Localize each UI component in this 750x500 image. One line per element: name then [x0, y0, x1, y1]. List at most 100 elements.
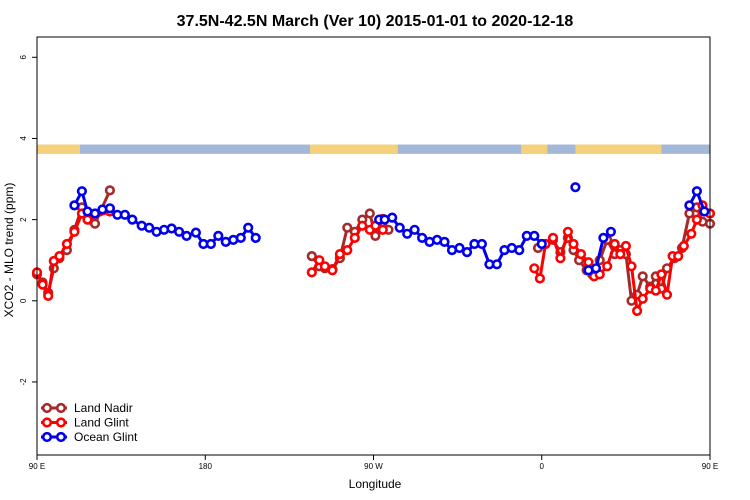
data-point — [306, 251, 317, 262]
data-point — [370, 230, 381, 241]
data-point — [127, 214, 138, 225]
x-tick-label: 180 — [199, 462, 213, 471]
data-point — [314, 255, 325, 266]
data-point — [568, 238, 579, 250]
data-point — [327, 265, 338, 276]
data-point — [349, 232, 360, 243]
data-point — [650, 285, 661, 296]
data-point — [609, 238, 620, 250]
legend-swatch-left-marker — [41, 431, 53, 443]
data-point — [602, 261, 613, 272]
data-point — [529, 230, 540, 241]
data-point — [684, 208, 695, 219]
data-point — [678, 240, 689, 252]
data-point — [394, 222, 405, 233]
legend-swatch-right-marker — [55, 431, 67, 443]
data-point — [213, 230, 224, 241]
data-point — [54, 251, 65, 262]
land-band-segment — [309, 144, 398, 154]
data-point — [243, 222, 254, 233]
data-point — [454, 242, 465, 254]
data-point — [342, 245, 353, 256]
data-point — [570, 182, 581, 193]
data-point — [620, 240, 632, 252]
legend-label: Ocean Glint — [74, 430, 138, 444]
data-point — [235, 232, 246, 243]
data-point — [529, 263, 540, 274]
series-ocean-glint — [69, 182, 710, 276]
data-point — [357, 220, 368, 231]
x-tick-label: 90 E — [29, 462, 45, 471]
data-point — [306, 267, 317, 278]
data-point — [104, 203, 115, 214]
y-tick-label: 2 — [19, 217, 28, 222]
data-point — [144, 222, 155, 233]
chart-title: 37.5N-42.5N March (Ver 10) 2015-01-01 to… — [177, 13, 574, 30]
data-point — [699, 206, 710, 217]
data-point — [364, 208, 375, 219]
y-axis-label: XCO2 - MLO trend (ppm) — [2, 183, 16, 318]
data-point — [547, 232, 559, 243]
data-point — [250, 232, 261, 243]
y-tick-label: 0 — [19, 298, 28, 303]
x-axis-label: Longitude — [349, 477, 402, 491]
series-line — [73, 189, 257, 246]
data-point — [691, 186, 703, 197]
data-point — [89, 218, 101, 229]
legend-swatch-right-marker — [55, 402, 67, 414]
legend-item: Land Glint — [41, 416, 129, 430]
legend-item: Ocean Glint — [41, 430, 138, 444]
legend-item: Land Nadir — [41, 401, 133, 415]
legend-label: Land Nadir — [74, 401, 133, 415]
data-point — [637, 293, 648, 304]
data-point — [631, 305, 643, 317]
data-point — [377, 224, 388, 235]
data-point — [190, 227, 201, 238]
data-point — [439, 236, 450, 247]
data-point — [43, 290, 54, 302]
data-point — [637, 271, 648, 282]
data-point — [684, 200, 695, 211]
data-point — [387, 212, 398, 223]
data-point — [534, 273, 546, 284]
data-point — [61, 238, 73, 250]
x-axis-ticks: 90 E 180 90 W 0 90 E — [29, 455, 718, 471]
data-point — [69, 226, 80, 237]
data-point — [575, 249, 587, 260]
data-point — [656, 269, 667, 280]
data-point — [89, 208, 101, 219]
y-tick-label: -2 — [19, 378, 28, 386]
legend-swatch-right-marker — [55, 417, 67, 428]
x-tick-label: 90 W — [364, 462, 383, 471]
data-point — [334, 249, 346, 260]
data-point — [691, 214, 703, 225]
land-band-segment — [575, 144, 662, 154]
data-point — [686, 228, 697, 239]
data-point — [319, 261, 331, 272]
data-point — [402, 228, 413, 239]
data-point — [562, 226, 574, 237]
data-point — [536, 238, 547, 250]
series-land-glint — [31, 200, 716, 317]
data-point — [626, 261, 637, 272]
data-point — [461, 247, 473, 258]
legend-swatch-left-marker — [41, 417, 53, 428]
data-point — [673, 251, 684, 262]
data-point — [181, 230, 192, 241]
data-point — [119, 209, 130, 220]
legend-label: Land Glint — [74, 416, 129, 430]
data-point — [82, 214, 93, 225]
data-point — [514, 245, 525, 256]
data-point — [590, 263, 602, 274]
data-point — [555, 253, 566, 264]
x-tick-label: 90 E — [702, 462, 718, 471]
data-point — [76, 186, 87, 197]
data-point — [409, 224, 420, 235]
data-point — [174, 226, 185, 237]
data-point — [661, 289, 673, 300]
data-point — [491, 259, 503, 270]
land-ocean-band — [37, 144, 710, 154]
data-point — [476, 238, 488, 250]
